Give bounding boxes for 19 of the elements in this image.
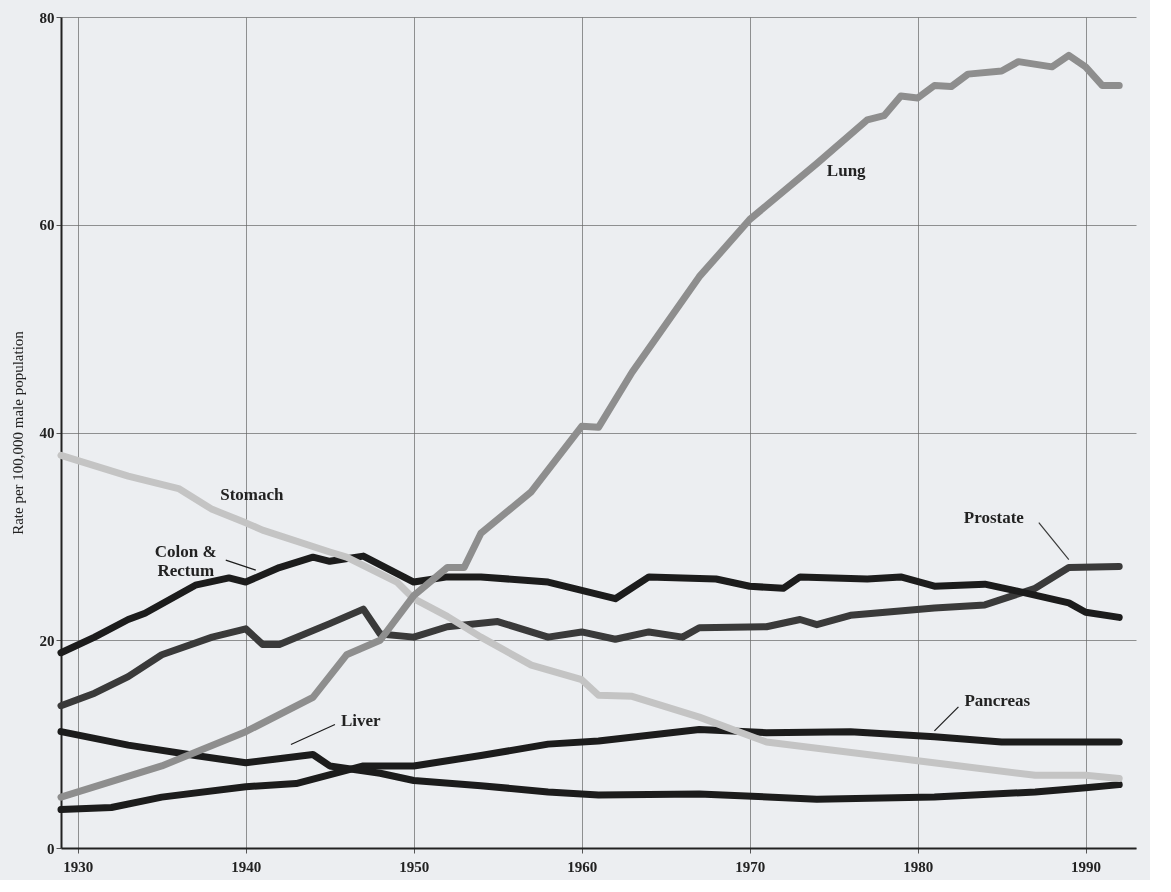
series-label: Pancreas bbox=[964, 690, 1031, 710]
y-tick-label: 80 bbox=[39, 9, 55, 26]
x-tick-label: 1970 bbox=[735, 858, 766, 875]
y-tick-label: 40 bbox=[39, 425, 55, 441]
x-tick-label: 1960 bbox=[567, 858, 598, 875]
legend-label: Colon & Rectum bbox=[154, 542, 217, 581]
x-tick-label: 1930 bbox=[63, 858, 94, 875]
text: Liver bbox=[340, 710, 382, 730]
x-tick-label: 1950 bbox=[399, 858, 430, 875]
y-tick-label: 0 bbox=[47, 840, 55, 857]
x-tick-label: 1940 bbox=[231, 858, 262, 875]
y-axis-title: Rate per 100,000 male population bbox=[9, 330, 26, 535]
series-label: Stomach bbox=[220, 485, 284, 505]
text: Prostate bbox=[963, 507, 1025, 527]
y-tick-label: 60 bbox=[39, 217, 55, 234]
series-label: Lung bbox=[826, 161, 867, 181]
x-tick-label: 1990 bbox=[1071, 858, 1102, 875]
y-tick-label: 20 bbox=[39, 632, 55, 649]
x-tick-label: 1980 bbox=[903, 858, 934, 875]
